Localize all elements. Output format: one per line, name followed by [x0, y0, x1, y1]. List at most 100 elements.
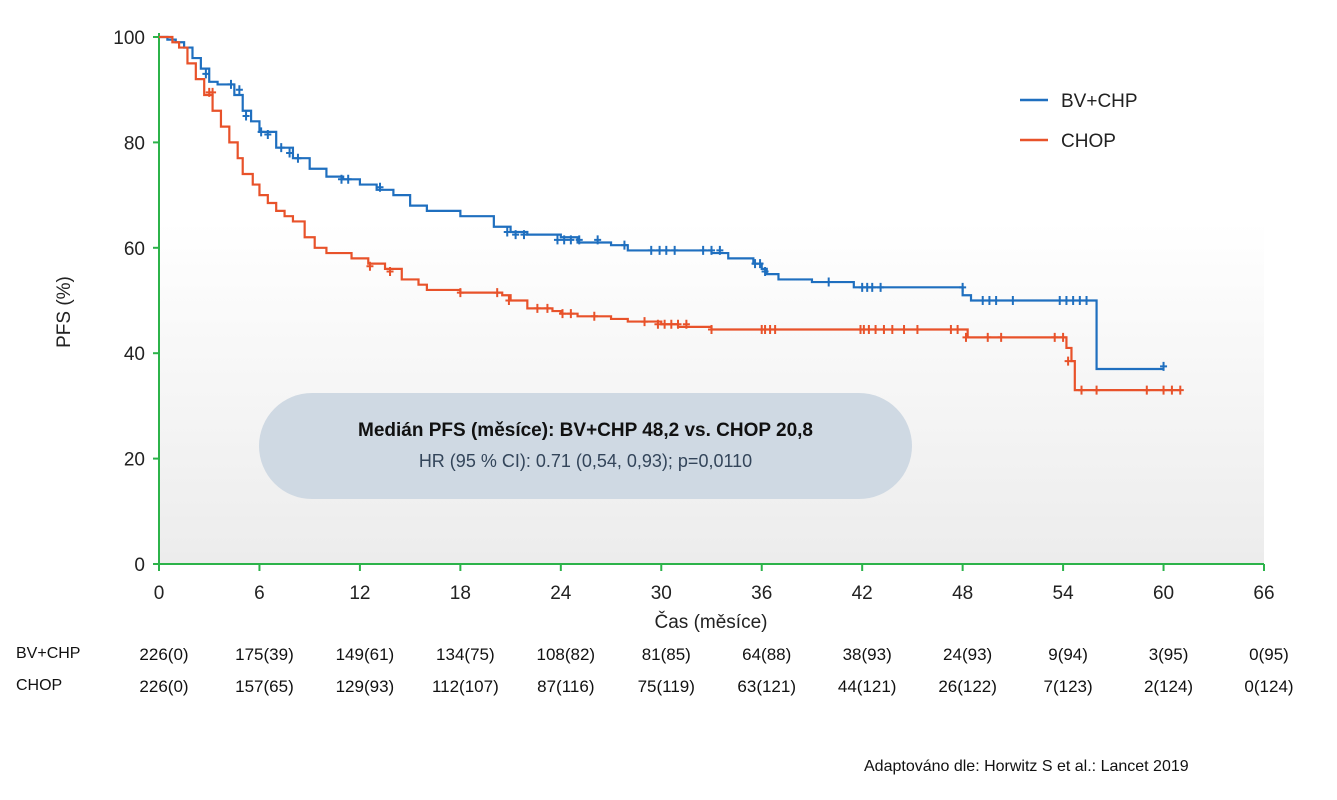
censor-mark [900, 324, 908, 334]
x-tick-label: 66 [1253, 583, 1274, 604]
censor-mark [264, 129, 272, 139]
censor-mark [567, 309, 575, 319]
censor-mark [512, 230, 520, 240]
censor-mark [947, 324, 955, 334]
censor-mark [344, 174, 352, 184]
censor-mark [386, 267, 394, 277]
censor-mark [708, 324, 715, 334]
x-tick-label: 42 [852, 583, 873, 604]
censor-mark [661, 319, 669, 329]
censor-mark [641, 317, 649, 327]
y-tick-label: 80 [124, 133, 145, 154]
censor-mark [503, 227, 511, 237]
censor-mark [558, 309, 566, 319]
censor-mark [1064, 356, 1072, 366]
censor-mark [992, 296, 1000, 305]
censor-mark [456, 288, 464, 298]
hazard-ratio-text: HR (95 % CI): 0.71 (0,54, 0,93); p=0,011… [418, 451, 753, 471]
censor-mark [662, 245, 670, 255]
censor-mark [671, 245, 679, 255]
risk-cell: 0(95) [1249, 645, 1289, 664]
censor-mark [984, 332, 992, 342]
risk-row: BV+CHP 226(0) 175(39) 149(61) 134(75) 108(82)… [0, 645, 1337, 669]
censor-mark [1078, 385, 1086, 395]
x-tick-label: 36 [751, 583, 772, 604]
censor-mark [376, 182, 384, 192]
censor-mark [202, 69, 210, 79]
censor-mark [756, 259, 764, 269]
censor-mark [1062, 296, 1070, 305]
risk-cell: 129(93) [335, 677, 395, 696]
risk-cell: 63(121) [737, 677, 797, 696]
censor-mark [647, 245, 655, 255]
censor-mark [880, 324, 888, 334]
risk-cell: 3(95) [1148, 645, 1189, 664]
censor-marks-bv-chp [202, 69, 1168, 371]
censor-mark [656, 245, 664, 255]
censor-mark [682, 319, 690, 329]
censor-mark [708, 245, 715, 255]
censor-mark [520, 230, 528, 240]
censor-mark [277, 143, 285, 153]
censor-mark [1076, 296, 1084, 305]
legend: BV+CHP CHOP [1020, 91, 1138, 152]
censor-mark [865, 324, 873, 334]
censor-mark [493, 288, 501, 298]
risk-cell: 157(65) [235, 677, 294, 696]
y-axis-title: PFS (%) [54, 276, 75, 348]
censor-mark [1083, 296, 1091, 305]
risk-cell: 0(124) [1244, 677, 1294, 696]
series-layer [159, 35, 1184, 395]
censor-mark [560, 235, 568, 245]
censor-mark [575, 235, 583, 245]
censor-mark [962, 332, 970, 342]
censor-mark [294, 153, 302, 163]
x-tick-label: 54 [1053, 583, 1075, 604]
censor-mark [227, 79, 235, 89]
censor-mark [533, 303, 541, 313]
censor-mark [699, 245, 707, 255]
risk-cell: 7(123) [1043, 677, 1093, 696]
censor-mark [553, 235, 561, 245]
risk-row-label: CHOP [16, 677, 63, 694]
y-tick-label: 60 [124, 239, 145, 260]
censor-mark [1093, 385, 1101, 395]
censor-mark [761, 267, 769, 277]
x-tick-label: 18 [450, 583, 471, 604]
censor-mark [1009, 296, 1017, 305]
censor-mark [1143, 385, 1151, 395]
series-line-bv-chp [159, 35, 1164, 371]
y-tick-label: 100 [113, 28, 145, 49]
censor-mark [505, 296, 513, 305]
risk-row-label: BV+CHP [16, 645, 81, 662]
censor-mark [620, 240, 628, 250]
censor-mark [913, 324, 921, 334]
censor-mark [654, 319, 662, 329]
risk-cell: 226(0) [139, 677, 189, 696]
censor-marks-chop [205, 87, 1184, 395]
censor-mark [1168, 385, 1176, 395]
source-note: Adaptováno dle: Horwitz S et al.: Lancet… [864, 758, 1189, 775]
censor-mark [235, 85, 243, 95]
risk-cell: 64(88) [742, 645, 792, 664]
censor-mark [1056, 296, 1064, 305]
x-axis-title: Čas (měsíce) [655, 611, 768, 633]
censor-mark [594, 235, 602, 245]
risk-cell: 175(39) [235, 645, 294, 664]
censor-mark [242, 111, 250, 121]
risk-cell: 24(93) [943, 645, 993, 664]
risk-cell: 149(61) [335, 645, 395, 664]
risk-cell: 75(119) [637, 677, 695, 696]
x-tick-label: 0 [154, 583, 165, 604]
censor-mark [985, 296, 993, 305]
censor-mark [771, 324, 779, 334]
risk-cell: 108(82) [536, 645, 596, 664]
censor-mark [257, 127, 265, 137]
censor-mark [825, 277, 833, 287]
censor-mark [1051, 332, 1059, 342]
x-tick-label: 30 [651, 583, 672, 604]
x-tick-label: 6 [254, 583, 265, 604]
risk-cell: 2(124) [1143, 677, 1194, 696]
risk-cell: 81(85) [641, 645, 691, 664]
censor-mark [888, 324, 896, 334]
